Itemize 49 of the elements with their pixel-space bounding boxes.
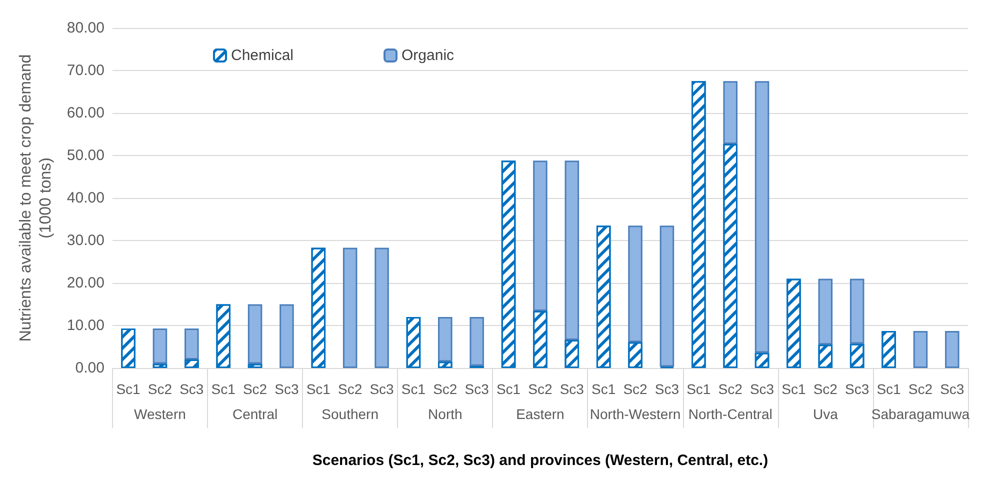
x-tick-label: Sc3 bbox=[370, 381, 394, 397]
text: North-Western bbox=[590, 406, 681, 422]
x-tick-label: Sc1 bbox=[496, 381, 521, 397]
x-tick-label: Sc2 bbox=[813, 381, 838, 397]
x-tick-label: Sc2 bbox=[242, 381, 268, 397]
x-tick-label: Sc2 bbox=[528, 381, 552, 397]
x-tick-label: Sc2 bbox=[623, 381, 648, 397]
x-tick-label: Sc1 bbox=[116, 381, 141, 397]
text: North bbox=[428, 406, 462, 422]
y-tick-label: 10.00 bbox=[66, 317, 104, 334]
x-tick-label: Sc2 bbox=[338, 381, 362, 397]
y-tick-label: 70.00 bbox=[66, 62, 104, 79]
x-tick-label: Sc1 bbox=[876, 381, 902, 397]
x-tick-label: Sc1 bbox=[592, 381, 616, 397]
x-tick-label: Sc2 bbox=[148, 381, 172, 397]
x-tick-label: Sc1 bbox=[306, 381, 331, 397]
x-tick-label: Sc3 bbox=[180, 381, 204, 397]
y-tick-label: 20.00 bbox=[66, 274, 104, 292]
text: Uva bbox=[812, 406, 838, 422]
x-tick-label: Sc3 bbox=[750, 381, 774, 397]
y-tick-label: 30.00 bbox=[66, 232, 104, 249]
x-tick-label: Sc2 bbox=[718, 381, 743, 397]
text: Eastern bbox=[516, 406, 564, 422]
y-tick-label: 50.00 bbox=[66, 147, 104, 164]
x-tick-label: Sc3 bbox=[940, 381, 964, 397]
text: North-Central bbox=[688, 406, 772, 422]
x-tick-label: Sc3 bbox=[654, 381, 680, 397]
x-tick-label: Sc1 bbox=[782, 381, 806, 397]
x-tick-label: Sc2 bbox=[908, 381, 933, 397]
legend-label: Organic bbox=[402, 47, 455, 64]
y-axis-title: Nutrients available to meet crop demand (1000 tons) bbox=[18, 54, 54, 342]
x-tick-label: Sc3 bbox=[845, 381, 870, 397]
x-tick-label: Sc1 bbox=[401, 381, 426, 397]
text: Western bbox=[134, 406, 186, 422]
y-tick-label: 80.00 bbox=[66, 20, 104, 36]
x-axis-title: Scenarios (Sc1, Sc2, Sc3) and provinces (Western, Central, etc.) bbox=[312, 452, 768, 469]
legend-label: Chemical bbox=[231, 47, 294, 64]
y-tick-label: 0.00 bbox=[75, 360, 104, 376]
x-tick-label: Sc1 bbox=[211, 381, 236, 397]
y-tick-label: 60.00 bbox=[66, 104, 104, 122]
y-tick-label: 40.00 bbox=[66, 190, 104, 206]
x-tick-label: Sc2 bbox=[433, 381, 458, 397]
x-tick-label: Sc3 bbox=[274, 381, 299, 397]
text: Southern bbox=[322, 406, 379, 422]
x-tick-label: Sc1 bbox=[686, 381, 711, 397]
text: Central bbox=[232, 406, 278, 422]
x-tick-label: Sc3 bbox=[560, 381, 584, 397]
x-tick-label: Sc3 bbox=[464, 381, 490, 397]
text: Sabaragamuwa bbox=[871, 406, 970, 422]
